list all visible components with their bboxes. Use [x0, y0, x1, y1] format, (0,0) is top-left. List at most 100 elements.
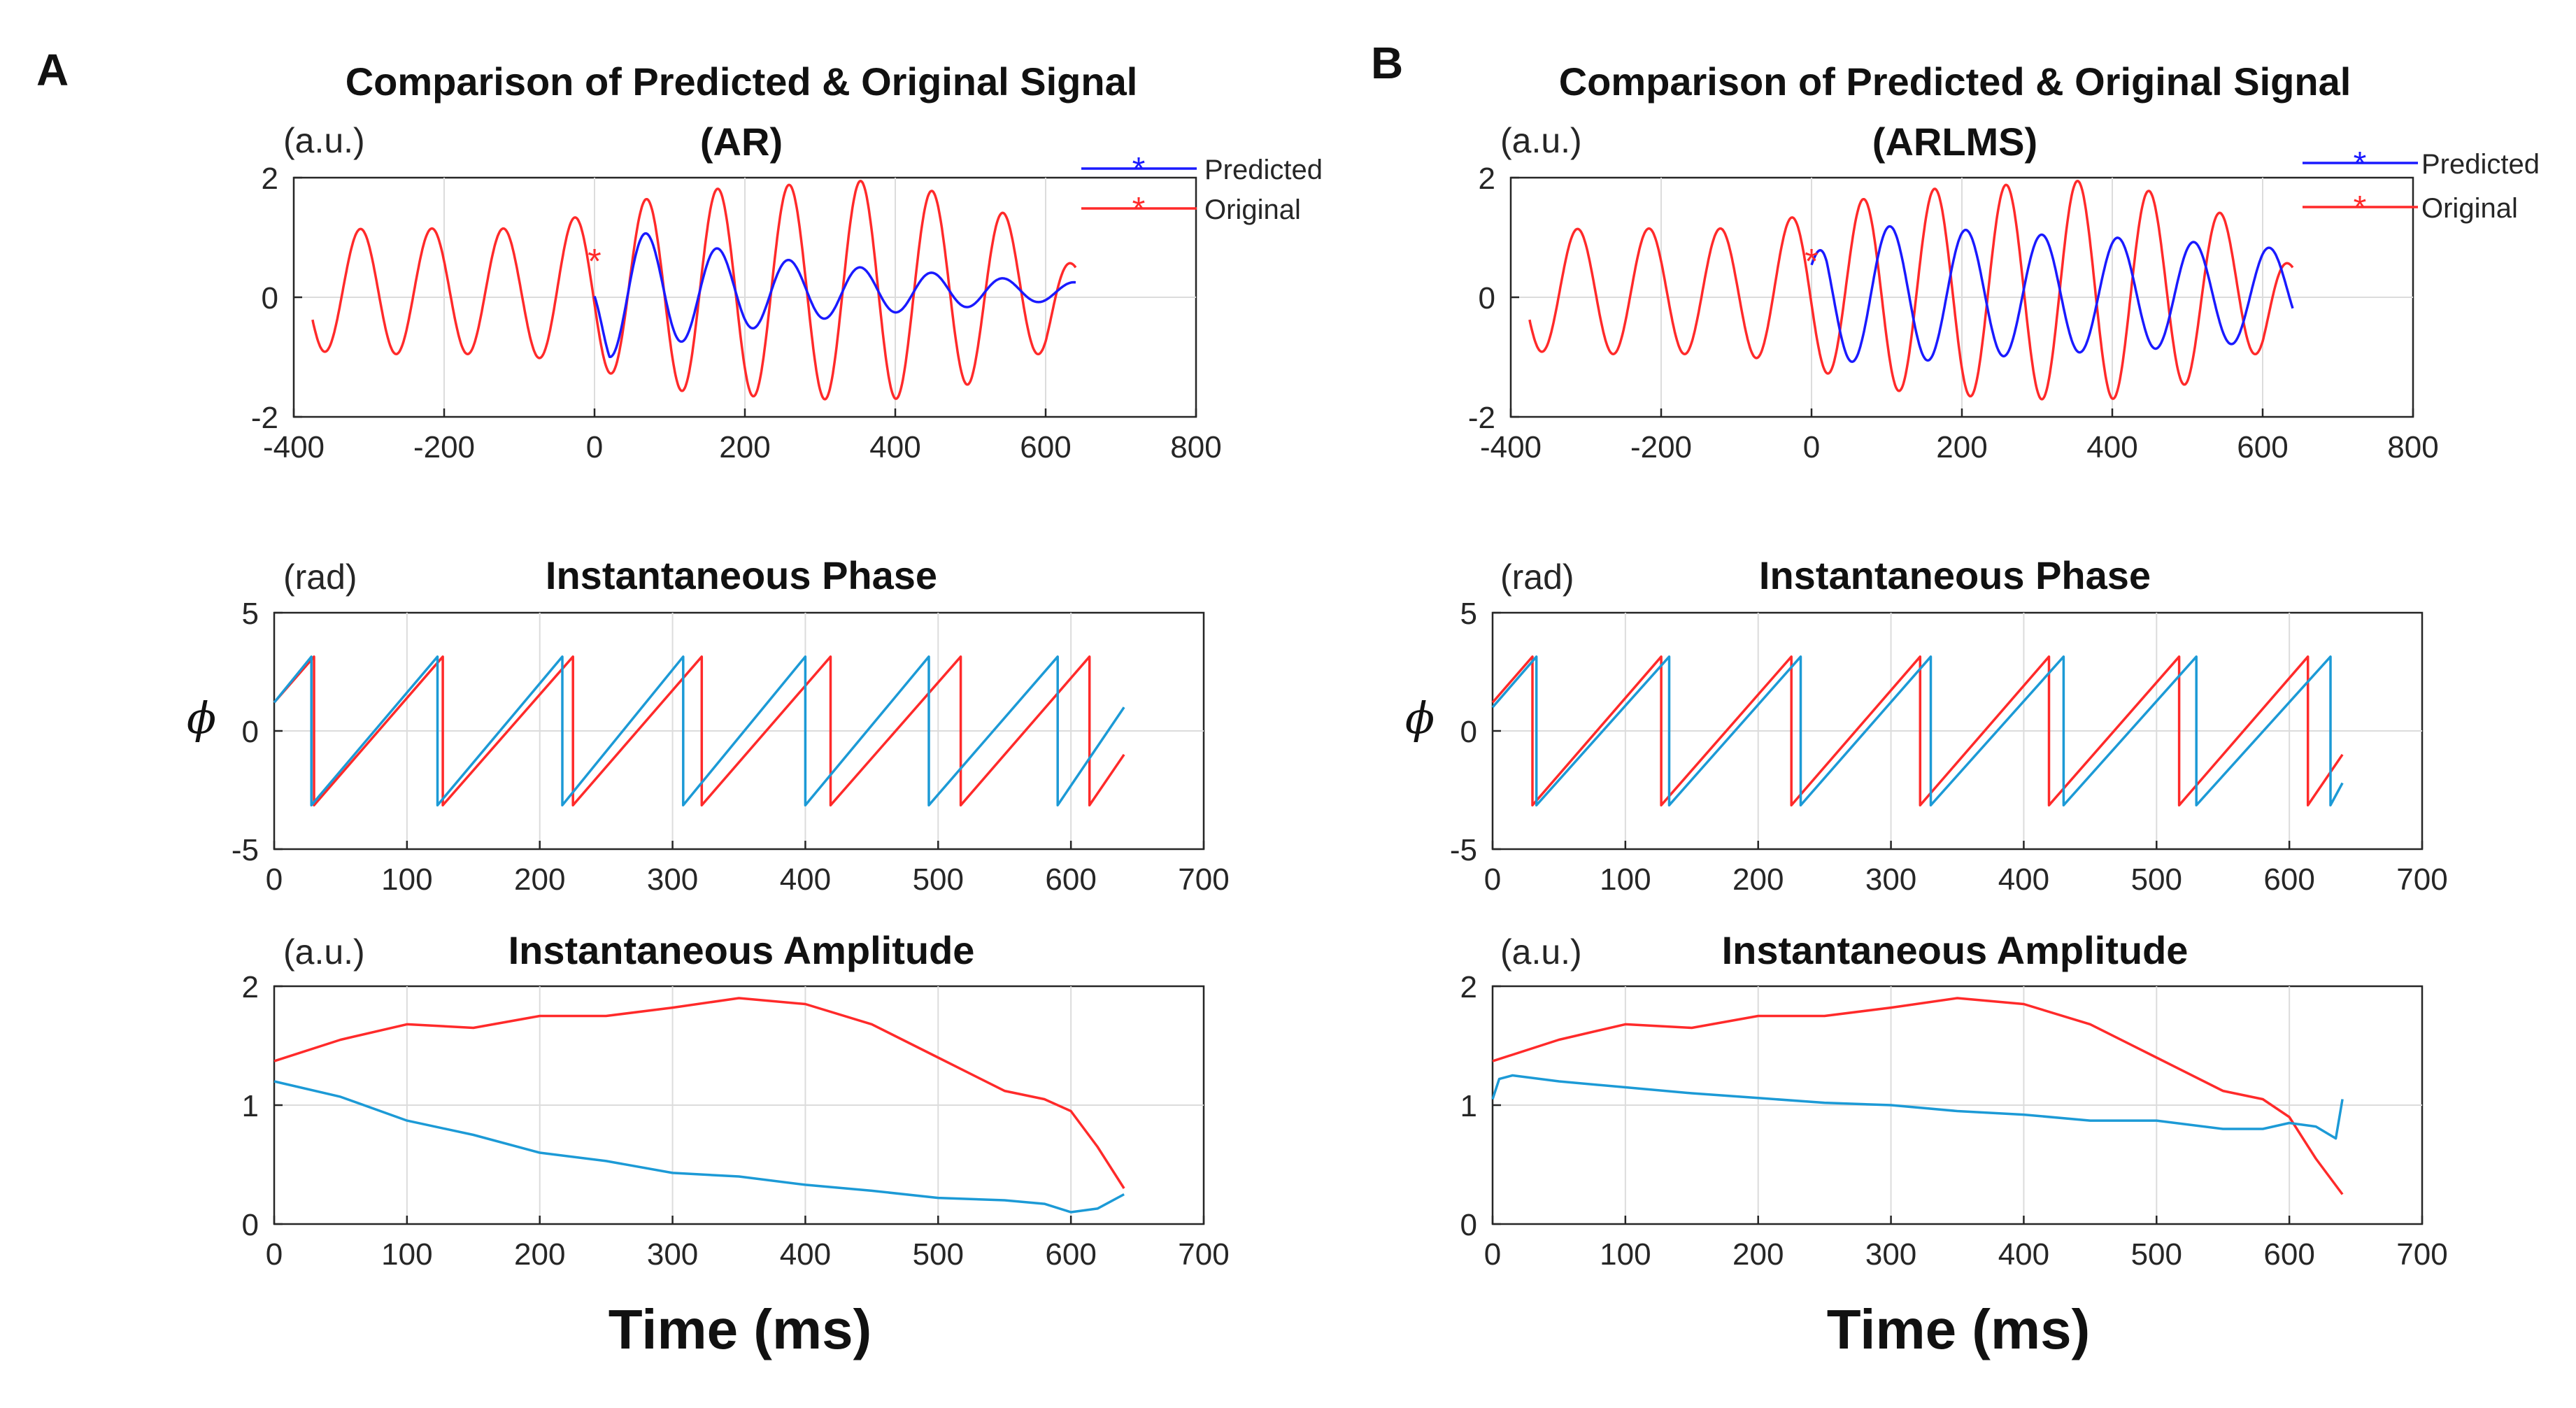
phase-plot-b: Instantaneous Phase (rad) ϕ 0 100 200 300 40…	[1405, 553, 2448, 897]
series-line-original	[273, 655, 1125, 806]
legend-predicted-label-a: Predicted	[1204, 155, 1323, 185]
y-tick-label: -2	[251, 401, 278, 435]
signal-grid-a	[294, 178, 1196, 417]
x-tick-label: 500	[2131, 862, 2182, 897]
x-axis-label-a: Time (ms)	[609, 1298, 871, 1360]
amp-series-a	[273, 997, 1125, 1214]
phase-ylabel-b: ϕ	[1405, 692, 1435, 744]
x-tick-label: 200	[514, 862, 565, 897]
amp-title-b: Instantaneous Amplitude	[1722, 928, 2189, 972]
x-tick-label: 0	[266, 862, 283, 897]
series-line-predicted	[1491, 1074, 2344, 1140]
phase-series-a	[273, 655, 1125, 806]
amp-ticks-a: 0 100 200 300 400 500 600 700 0 1 2	[242, 970, 1230, 1272]
x-tick-label: 0	[266, 1237, 283, 1272]
panel-a: Comparison of Predicted & Original Signa…	[187, 59, 1323, 1360]
x-tick-label: 700	[1178, 862, 1229, 897]
phase-grid-b	[1493, 613, 2422, 849]
signal-plot-a: Comparison of Predicted & Original Signa…	[251, 59, 1323, 464]
series-line-original	[1528, 179, 2294, 401]
x-tick-label: -400	[263, 430, 325, 464]
prediction-start-marker: *	[588, 242, 601, 281]
x-tick-label: 600	[1045, 862, 1096, 897]
phase-ticks-b: 0 100 200 300 400 500 600 700-505	[1450, 597, 2448, 897]
x-axis-label-b: Time (ms)	[1827, 1298, 2090, 1360]
y-tick-label: 5	[242, 597, 259, 631]
amp-unit-b: (a.u.)	[1500, 932, 1582, 972]
y-tick-label: 1	[242, 1089, 259, 1123]
amplitude-plot-b: Instantaneous Amplitude (a.u.) 0 100 200 30…	[1460, 928, 2448, 1272]
x-tick-label: -200	[413, 430, 475, 464]
y-tick-label: 5	[1460, 597, 1477, 631]
x-tick-label: 200	[1732, 862, 1784, 897]
x-tick-label: 100	[381, 1237, 432, 1272]
signal-title-line2-a: (AR)	[700, 120, 783, 164]
x-tick-label: 0	[1484, 1237, 1501, 1272]
series-line-original	[311, 179, 1077, 401]
signal-unit-a: (a.u.)	[283, 121, 365, 160]
x-tick-label: 200	[1732, 1237, 1784, 1272]
phase-ylabel-a: ϕ	[187, 692, 216, 744]
x-tick-label: 500	[913, 1237, 964, 1272]
x-tick-label: 600	[2237, 430, 2288, 464]
legend-original-label-b: Original	[2421, 193, 2518, 224]
x-tick-label: 400	[1998, 862, 2049, 897]
x-tick-label: 800	[2387, 430, 2438, 464]
legend-predicted-marker-b: *	[2354, 145, 2367, 183]
y-tick-label: 2	[1460, 970, 1477, 1004]
panel-a-letter: A	[36, 45, 69, 95]
y-tick-label: -5	[1450, 833, 1477, 867]
y-tick-label: 0	[242, 715, 259, 749]
series-line-predicted	[593, 232, 1076, 359]
x-tick-label: 400	[2086, 430, 2137, 464]
y-tick-label: 0	[1479, 281, 1495, 315]
signal-ticks-a: -400 -200 0 200 400 600 800 -2 0 2	[251, 162, 1222, 464]
series-line-original	[1492, 997, 2344, 1195]
y-tick-label: 0	[1460, 715, 1477, 749]
amp-grid-a	[274, 986, 1204, 1224]
legend-original-label-a: Original	[1204, 194, 1301, 225]
series-line-predicted	[273, 1080, 1125, 1214]
y-tick-label: 2	[1479, 162, 1495, 196]
x-tick-label: 500	[2131, 1237, 2182, 1272]
x-tick-label: 0	[1803, 430, 1820, 464]
series-line-predicted	[1810, 225, 2294, 363]
phase-series-b	[1491, 655, 2344, 806]
amp-series-b	[1491, 997, 2344, 1195]
legend-original-marker-a: *	[1132, 191, 1146, 228]
signal-series-b: *	[1528, 179, 2294, 401]
x-tick-label: 600	[2263, 862, 2314, 897]
y-tick-label: 0	[242, 1208, 259, 1242]
series-line-predicted	[1491, 655, 2344, 806]
legend-predicted-label-b: Predicted	[2421, 149, 2540, 180]
series-line-original	[1491, 655, 2344, 806]
x-tick-label: 200	[1936, 430, 1987, 464]
signal-series-a: *	[311, 179, 1077, 401]
signal-unit-b: (a.u.)	[1500, 121, 1582, 160]
legend-original-marker-b: *	[2354, 190, 2367, 227]
signal-title-line1-a: Comparison of Predicted & Original Signa…	[346, 59, 1138, 104]
phase-title-a: Instantaneous Phase	[546, 553, 937, 597]
x-tick-label: 100	[1600, 862, 1651, 897]
series-line-predicted	[273, 655, 1125, 806]
signal-legend-a: * Predicted * Original	[1081, 151, 1323, 228]
amp-unit-a: (a.u.)	[283, 932, 365, 972]
x-tick-label: 300	[647, 1237, 698, 1272]
signal-ticks-b: -400 -200 0 200 400 600 800 -2 0 2	[1468, 162, 2439, 464]
x-tick-label: 600	[2263, 1237, 2314, 1272]
series-line-original	[273, 997, 1125, 1189]
phase-unit-b: (rad)	[1500, 557, 1574, 597]
x-tick-label: 400	[780, 862, 831, 897]
x-tick-label: 400	[780, 1237, 831, 1272]
y-tick-label: -5	[232, 833, 259, 867]
x-tick-label: 0	[1484, 862, 1501, 897]
x-tick-label: 200	[719, 430, 770, 464]
x-tick-label: 100	[1600, 1237, 1651, 1272]
phase-plot-a: Instantaneous Phase (rad) ϕ 0 100 200 300 40…	[187, 553, 1230, 897]
x-tick-label: 100	[381, 862, 432, 897]
x-tick-label: 300	[647, 862, 698, 897]
panel-b-letter: B	[1371, 38, 1403, 88]
panel-b: Comparison of Predicted & Original Signa…	[1405, 59, 2540, 1360]
x-tick-label: 600	[1020, 430, 1071, 464]
